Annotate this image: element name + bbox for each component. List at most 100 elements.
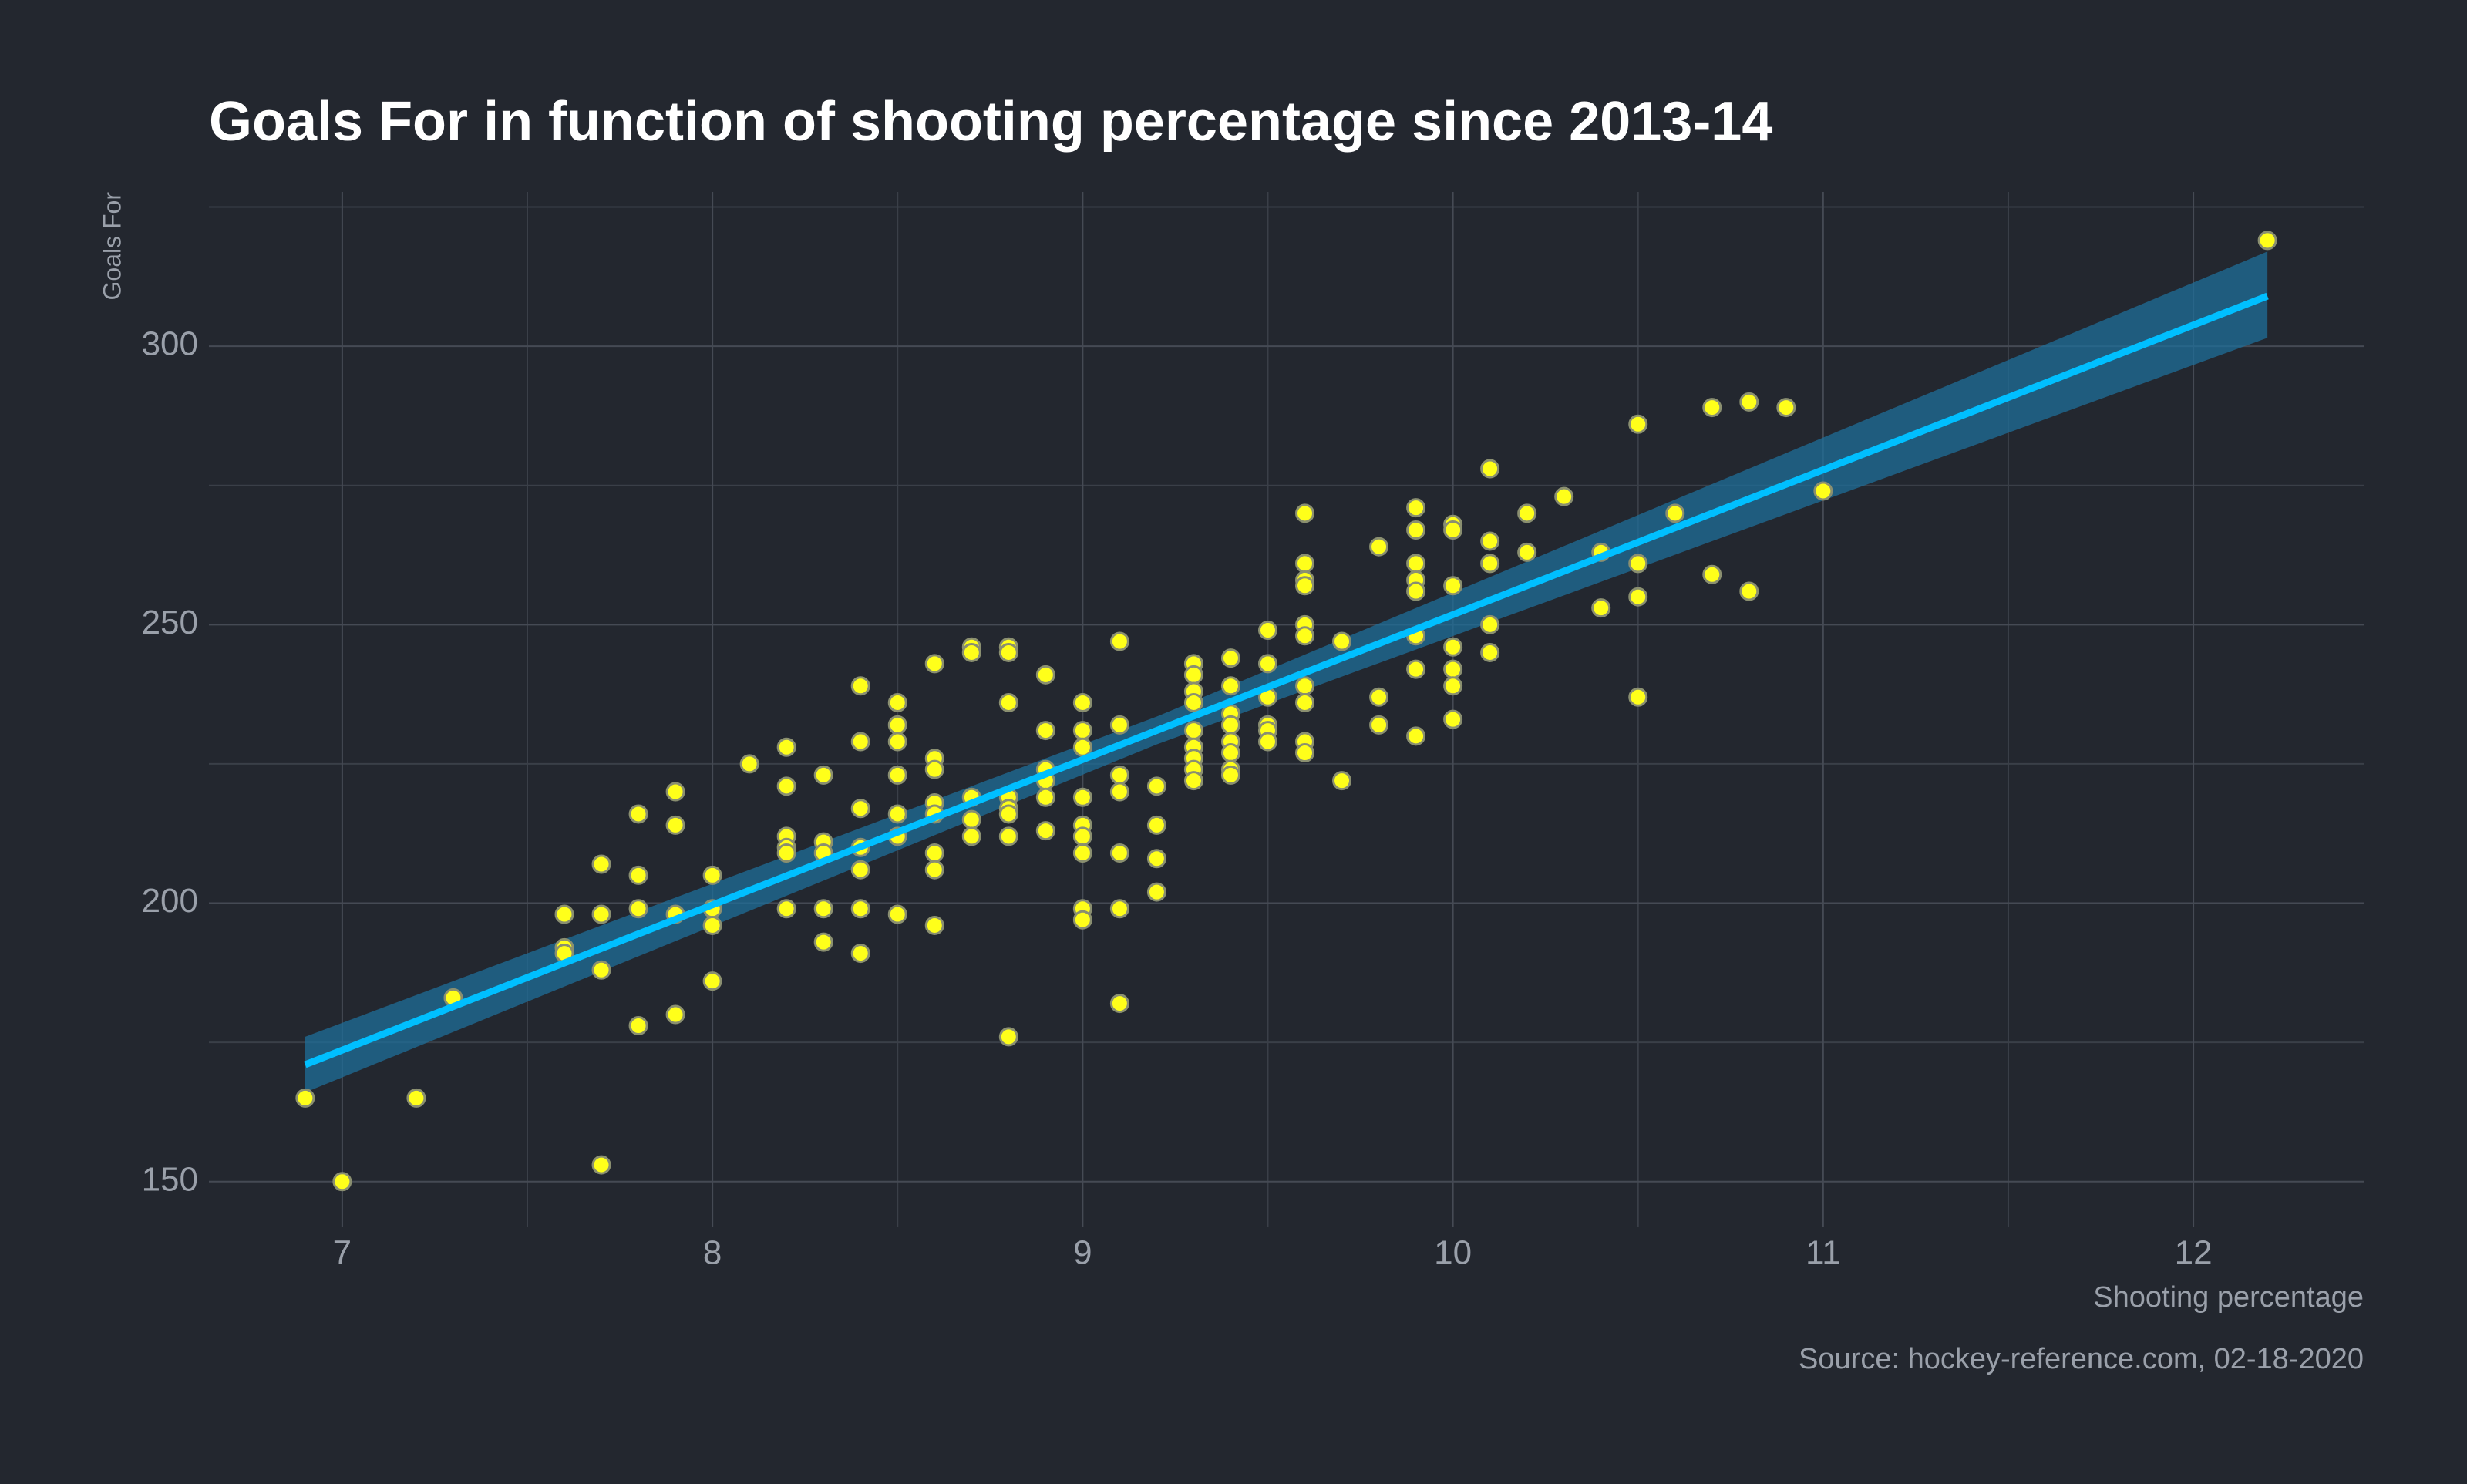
data-point [1220,648,1240,668]
x-tick-label: 12 [2175,1234,2213,1272]
y-tick-label: 150 [142,1160,198,1198]
data-point [961,826,981,846]
regression-line [304,292,2269,1068]
data-point [1146,882,1166,902]
data-point [850,899,870,919]
data-point [1035,821,1055,841]
data-point [702,971,722,991]
data-point [1072,692,1092,712]
data-point [998,692,1018,712]
data-point [1295,503,1315,523]
data-point [1146,815,1166,835]
data-point [1295,742,1315,762]
data-point [2257,231,2277,251]
data-point [332,1172,352,1192]
data-point [702,915,722,935]
data-point [1109,994,1129,1014]
data-point [887,715,907,735]
data-point [591,854,611,874]
data-point [554,904,574,924]
data-point [1295,626,1315,646]
data-point [887,804,907,824]
data-point [1628,414,1648,434]
data-point [1109,715,1129,735]
data-point [1702,564,1722,584]
data-point [1813,481,1833,501]
data-point [1072,721,1092,741]
data-point [591,904,611,924]
data-point [1146,849,1166,869]
data-point [1406,659,1426,679]
data-point [887,765,907,785]
data-point [628,1015,648,1035]
data-point [1628,587,1648,607]
data-point [1369,715,1389,735]
x-tick-label: 7 [333,1234,352,1272]
data-point [1739,581,1759,601]
data-point [1480,459,1500,479]
data-point [1406,554,1426,574]
data-point [665,782,685,802]
data-point [1480,531,1500,551]
data-point [1406,520,1426,540]
x-tick-label: 9 [1073,1234,1092,1272]
data-point [850,732,870,752]
data-point [1072,826,1092,846]
data-point [1035,787,1055,807]
data-point [1220,742,1240,762]
data-point [406,1088,426,1108]
data-point [1295,554,1315,574]
data-point [1665,503,1685,523]
data-point [1035,721,1055,741]
data-point [776,899,796,919]
data-point [1443,709,1463,729]
data-point [591,1155,611,1175]
data-point [1443,637,1463,657]
data-point [1406,726,1426,746]
data-point [1072,737,1092,757]
data-point [1295,692,1315,712]
x-tick-label: 10 [1434,1234,1472,1272]
data-point [1332,631,1352,651]
data-point [1220,765,1240,785]
x-axis-title: Shooting percentage [2093,1281,2364,1314]
data-point [1480,554,1500,574]
data-point [1369,687,1389,707]
data-point [1183,771,1203,791]
data-point [1109,765,1129,785]
data-point [887,692,907,712]
data-point [887,732,907,752]
data-point [998,804,1018,824]
data-point [776,843,796,863]
data-point [1406,498,1426,518]
data-point [813,899,833,919]
data-point [1480,614,1500,634]
data-point [1443,520,1463,540]
data-point [924,915,944,935]
x-tick-label: 11 [1806,1234,1841,1272]
data-point [1332,771,1352,791]
data-point [1035,665,1055,685]
data-point [628,804,648,824]
data-point [887,904,907,924]
confidence-band [305,251,2268,1093]
data-point [998,1027,1018,1047]
data-point [1628,687,1648,707]
data-point [1443,676,1463,696]
data-point [628,899,648,919]
source-note: Source: hockey-reference.com, 02-18-2020 [1799,1343,2364,1375]
data-point [1480,642,1500,662]
data-point [924,860,944,880]
data-point [1183,665,1203,685]
data-point [1220,676,1240,696]
data-point [776,776,796,796]
data-point [813,932,833,952]
data-point [295,1088,315,1108]
data-point [1183,692,1203,712]
data-point [1295,676,1315,696]
data-point [850,676,870,696]
data-point [924,654,944,674]
data-point [1554,486,1574,506]
data-point [1591,598,1611,618]
data-point [850,799,870,819]
